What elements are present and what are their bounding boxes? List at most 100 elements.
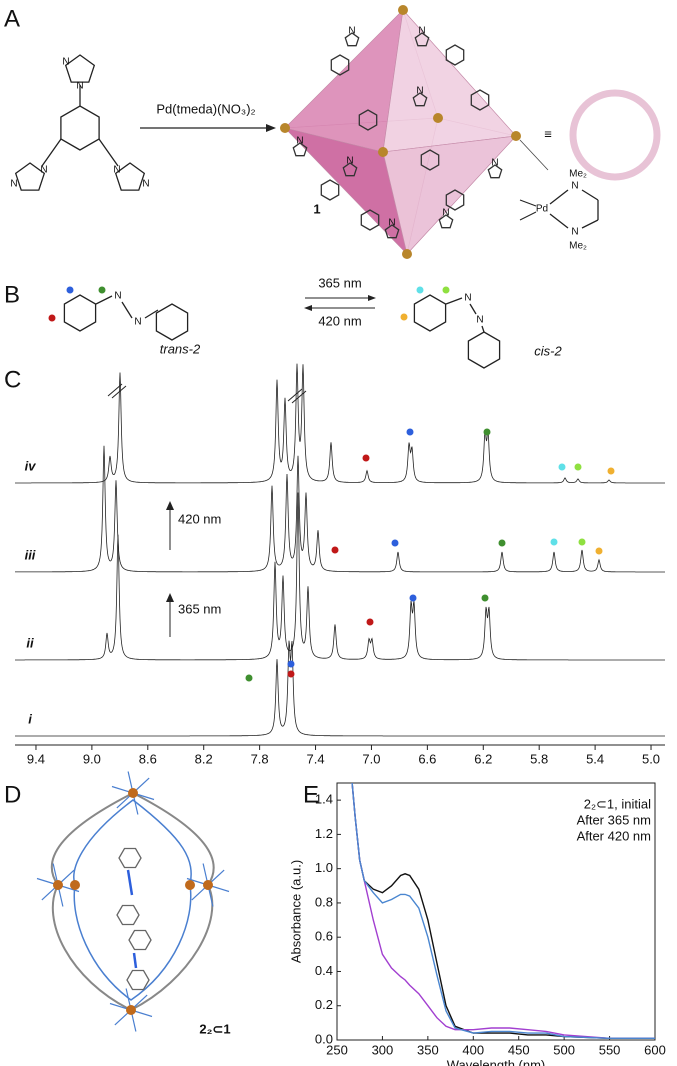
x-tick-label: 300 xyxy=(372,1042,394,1057)
series-line xyxy=(351,783,655,1039)
x-tick-label: 7.4 xyxy=(306,751,324,766)
x-tick-label: 550 xyxy=(599,1042,621,1057)
arrow-head xyxy=(166,501,174,510)
bond xyxy=(98,138,119,167)
series-line xyxy=(351,783,655,1039)
atom-label: N xyxy=(296,136,303,147)
spectrum-label: iv xyxy=(25,458,37,473)
atom-label: N xyxy=(346,156,353,167)
panel-letter: D xyxy=(4,781,21,808)
x-tick-label: 8.2 xyxy=(195,751,213,766)
bond xyxy=(107,383,123,397)
atom-label: N xyxy=(464,293,471,304)
series-line xyxy=(351,783,655,1039)
arrow-label: 365 nm xyxy=(178,601,221,616)
atom-label: N xyxy=(476,315,483,326)
marker-dot xyxy=(511,131,521,141)
bond xyxy=(581,219,599,229)
marker-dot xyxy=(607,467,615,475)
backward-label: 420 nm xyxy=(318,313,361,328)
marker-dot xyxy=(366,618,374,626)
imidazole-ring xyxy=(64,54,96,83)
marker-dot xyxy=(433,113,443,123)
ligand-imidazole xyxy=(344,32,360,47)
equivalent-sign: ≡ xyxy=(544,126,552,141)
ligand-ring xyxy=(330,54,350,76)
legend-entry: After 365 nm xyxy=(577,812,651,827)
imidazole-ring xyxy=(14,162,46,191)
atom-label: N xyxy=(348,26,355,37)
marker-dot xyxy=(402,249,412,259)
bond xyxy=(549,189,569,205)
marker-dot xyxy=(66,286,74,294)
bond xyxy=(291,390,307,404)
bond xyxy=(144,309,159,319)
marker-dot xyxy=(362,454,370,462)
ligand-ring xyxy=(445,44,465,66)
marker-dot xyxy=(400,313,408,321)
marker-dot xyxy=(409,594,417,602)
spectrum-label: i xyxy=(28,711,32,726)
x-tick-label: 400 xyxy=(462,1042,484,1057)
ligand-ring xyxy=(360,209,380,231)
atom-label: N xyxy=(113,165,120,176)
trans-label: trans-2 xyxy=(160,341,201,356)
ligand-imidazole xyxy=(414,32,430,47)
ligand-imidazole xyxy=(384,224,400,239)
ligand-ring xyxy=(320,179,340,201)
x-tick-label: 7.0 xyxy=(362,751,380,766)
bond xyxy=(132,952,138,969)
atom-label: N xyxy=(10,179,17,190)
marker-dot xyxy=(126,1005,136,1015)
ligand-imidazole xyxy=(487,164,503,179)
bond xyxy=(111,385,127,399)
cis-label: cis-2 xyxy=(534,343,562,358)
x-tick-label: 5.0 xyxy=(642,751,660,766)
atom-label: N xyxy=(491,158,498,169)
atom-label: N xyxy=(142,179,149,190)
x-tick-label: 5.4 xyxy=(586,751,604,766)
ligand-imidazole xyxy=(438,214,454,229)
reagent: Pd(tmeda)(NO₃)₂ xyxy=(156,101,255,116)
phenyl-ring xyxy=(155,303,189,341)
marker-dot xyxy=(378,147,388,157)
atom-label: N xyxy=(416,86,423,97)
cage-label: 1 xyxy=(313,201,320,216)
panel-letter: E xyxy=(303,781,319,808)
marker-dot xyxy=(287,660,295,668)
arrow-head xyxy=(166,593,174,602)
marker-dot xyxy=(128,788,138,798)
marker-dot xyxy=(203,880,213,890)
arrow-head xyxy=(368,295,376,301)
bond xyxy=(469,303,477,315)
bond xyxy=(95,295,113,305)
legend-entry: 2₂⊂1, initial xyxy=(584,796,651,811)
methyl: Me₂ xyxy=(569,241,587,252)
atom-label: N xyxy=(571,227,578,238)
guest-ring xyxy=(128,929,152,951)
arrow-head xyxy=(266,124,276,132)
complex-label: 2₂⊂1 xyxy=(199,1021,230,1036)
spectrum-label: ii xyxy=(26,635,34,650)
marker-dot xyxy=(48,314,56,322)
x-tick-label: 9.4 xyxy=(27,751,45,766)
marker-dot xyxy=(595,547,603,555)
bond xyxy=(519,139,549,171)
atom-label: N xyxy=(76,81,83,92)
ligand-ring xyxy=(420,149,440,171)
cage-outline xyxy=(73,799,192,1001)
y-tick-label: 1.0 xyxy=(315,860,333,875)
marker-dot xyxy=(398,5,408,15)
cage-face xyxy=(382,135,517,255)
x-tick-label: 6.6 xyxy=(418,751,436,766)
cage-cartoon xyxy=(569,89,661,181)
bond xyxy=(445,297,463,305)
marker-dot xyxy=(483,428,491,436)
marker-dot xyxy=(391,539,399,547)
ligand-imidazole xyxy=(412,92,428,107)
bond xyxy=(549,213,569,229)
marker-dot xyxy=(406,428,414,436)
bond xyxy=(581,189,599,201)
